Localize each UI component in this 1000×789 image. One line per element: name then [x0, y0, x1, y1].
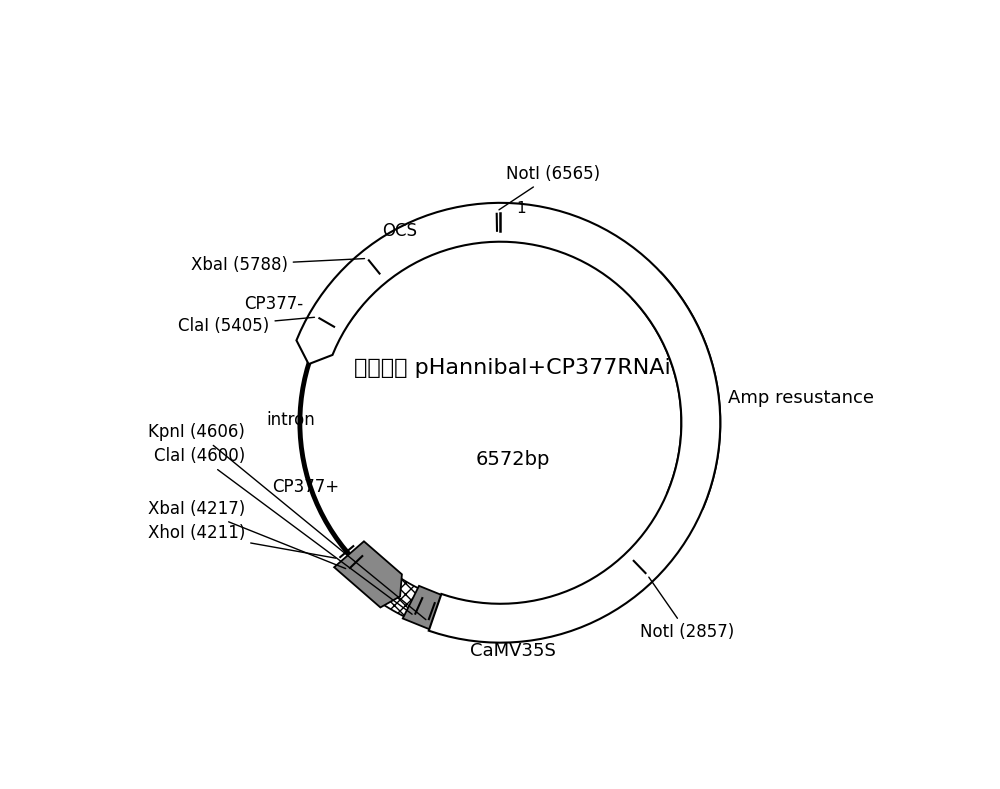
- Polygon shape: [633, 273, 720, 517]
- Text: XbaI (5788): XbaI (5788): [191, 256, 365, 274]
- Text: ClaI (4600): ClaI (4600): [154, 447, 412, 614]
- Text: KpnI (4606): KpnI (4606): [148, 423, 426, 619]
- Polygon shape: [334, 541, 402, 608]
- Polygon shape: [403, 586, 446, 631]
- Polygon shape: [312, 272, 368, 331]
- Text: 重组质粒 pHannibal+CP377RNAi: 重组质粒 pHannibal+CP377RNAi: [354, 358, 671, 378]
- Text: OCS: OCS: [383, 222, 418, 241]
- Text: XbaI (4217): XbaI (4217): [148, 500, 346, 569]
- Text: XhoI (4211): XhoI (4211): [148, 525, 336, 558]
- Text: NotI (6565): NotI (6565): [499, 165, 601, 210]
- Text: CP377+: CP377+: [272, 477, 339, 495]
- Text: CP377-: CP377-: [244, 295, 303, 313]
- Text: 1: 1: [517, 200, 526, 215]
- Text: NotI (2857): NotI (2857): [640, 577, 734, 641]
- Text: ClaI (5405): ClaI (5405): [178, 316, 314, 335]
- Text: intron: intron: [266, 411, 315, 428]
- Polygon shape: [345, 551, 656, 639]
- Text: Amp resustance: Amp resustance: [728, 390, 874, 407]
- Polygon shape: [507, 207, 615, 266]
- Text: 6572bp: 6572bp: [475, 450, 550, 469]
- Polygon shape: [296, 203, 720, 643]
- Text: CaMV35S: CaMV35S: [470, 641, 555, 660]
